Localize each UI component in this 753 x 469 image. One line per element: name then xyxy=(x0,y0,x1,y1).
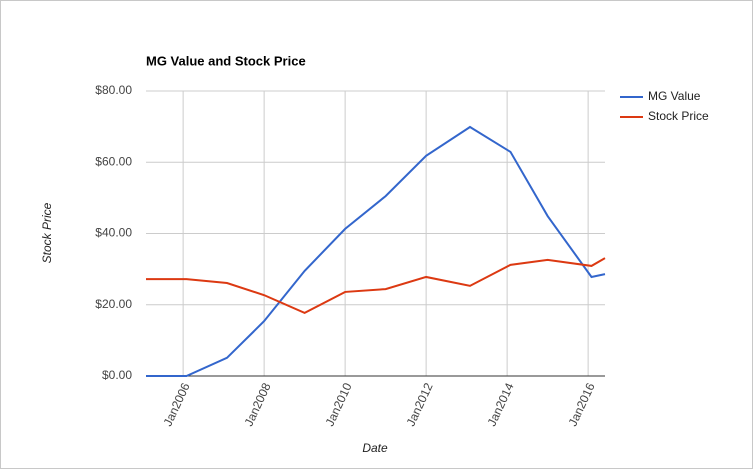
y-tick-label: $0.00 xyxy=(102,368,132,382)
x-axis-title: Date xyxy=(362,441,388,455)
legend-label: Stock Price xyxy=(648,109,709,123)
series-line xyxy=(146,257,606,315)
y-tick-label: $20.00 xyxy=(95,297,132,311)
chart-title: MG Value and Stock Price xyxy=(146,53,306,68)
y-tick-label: $60.00 xyxy=(95,154,132,168)
legend-label: MG Value xyxy=(648,89,701,103)
series-line xyxy=(146,125,606,377)
y-axis-title: Stock Price xyxy=(40,202,54,263)
y-tick-label: $80.00 xyxy=(95,83,132,97)
y-tick-label: $40.00 xyxy=(95,226,132,240)
